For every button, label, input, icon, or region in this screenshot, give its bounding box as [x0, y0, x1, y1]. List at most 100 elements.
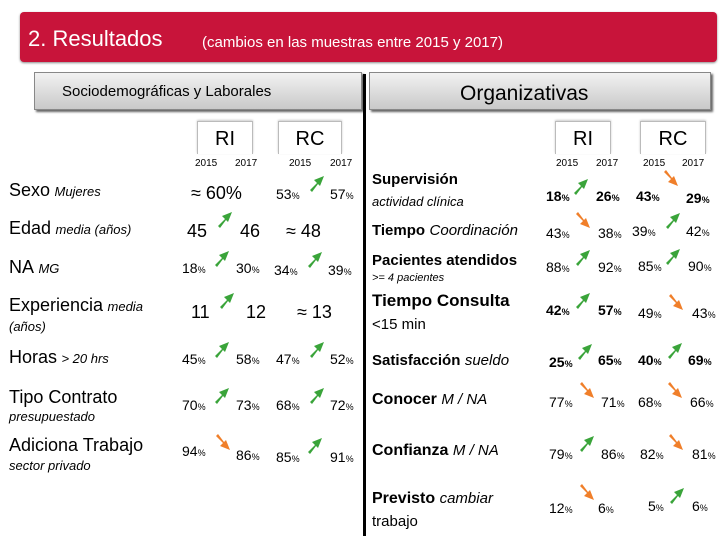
row-label-adiciona-trabajo: Adiciona Trabajo — [9, 435, 144, 455]
value-ri-2015: 18% — [182, 260, 206, 276]
arrow-up-icon — [310, 388, 324, 404]
value-rc-2015: 49% — [638, 305, 662, 321]
arrow-up-icon — [668, 343, 682, 359]
value-ri-2017: 38% — [598, 225, 622, 241]
value-rc: ≈ 48 — [286, 221, 321, 241]
row-sublabel-presupuestado: presupuestado — [9, 409, 96, 424]
value-ri-2017: 57% — [598, 302, 622, 318]
row-sublabel-anos: (años) — [9, 319, 46, 334]
row-label-pacientes-atendidos: Pacientes atendidos — [372, 252, 518, 269]
section-header-right — [369, 72, 711, 110]
arrow-up-icon — [308, 252, 322, 268]
year-label: 2017 — [330, 158, 353, 169]
arrow-down-icon — [668, 382, 682, 398]
year-label: 2017 — [682, 158, 705, 169]
value-ri-2015: 12% — [549, 500, 573, 516]
arrow-down-icon — [669, 434, 683, 450]
value-rc-2015: 68% — [276, 397, 300, 413]
arrow-up-icon — [310, 342, 324, 358]
value-rc-2015: 34% — [274, 262, 298, 278]
value-ri-2017: 71% — [601, 394, 625, 410]
arrow-down-icon — [669, 294, 683, 310]
year-label: 2015 — [643, 158, 666, 169]
value-ri-2017: 46 — [240, 221, 261, 241]
section-title-organizativas: Organizativas — [460, 82, 589, 105]
value-ri: ≈ 60% — [191, 183, 242, 203]
value-ri-2015: 11 — [191, 302, 210, 322]
arrow-down-icon — [216, 434, 230, 450]
year-label: 2015 — [556, 158, 579, 169]
arrow-up-icon — [308, 438, 322, 454]
arrow-up-icon — [574, 179, 588, 195]
arrow-up-icon — [215, 388, 229, 404]
row-label-na: NA MG — [9, 257, 60, 277]
arrow-up-icon — [220, 293, 234, 309]
value-ri-2017: 65% — [598, 352, 622, 368]
value-ri-2015: 70% — [182, 397, 206, 413]
row-label-confianza: Confianza M / NA — [372, 442, 499, 459]
value-ri-2015: 94% — [182, 443, 206, 459]
value-ri-2017: 58% — [236, 351, 260, 367]
value-rc-2017: 66% — [690, 394, 714, 410]
section-header-left — [34, 72, 362, 110]
row-label-edad: Edad media (años) — [9, 218, 132, 238]
value-ri-2017: 86% — [601, 446, 625, 462]
value-rc-2017: 43% — [692, 305, 716, 321]
row-label-tipo-contrato: Tipo Contrato — [9, 387, 118, 407]
arrow-up-icon — [218, 212, 232, 228]
arrow-up-icon — [578, 344, 592, 360]
value-ri-2015: 42% — [546, 302, 570, 318]
value-ri-2015: 88% — [546, 259, 570, 275]
arrow-up-icon — [215, 342, 229, 358]
row-sublabel-pacientes: >= 4 pacientes — [372, 272, 445, 284]
arrow-up-icon — [215, 251, 229, 267]
value-ri-2017: 86% — [236, 447, 260, 463]
year-label: 2015 — [289, 158, 312, 169]
value-ri-2017: 30% — [236, 260, 260, 276]
group-tab-ri-right: RI — [555, 121, 611, 154]
group-tab-rc-right: RC — [640, 121, 706, 154]
value-rc-2017: 52% — [330, 351, 354, 367]
arrow-down-icon — [580, 382, 594, 398]
row-label-tiempo-consulta: Tiempo Consulta — [372, 291, 510, 310]
value-rc-2017: 42% — [686, 223, 710, 239]
row-sublabel-trabajo: trabajo — [372, 513, 418, 530]
row-label-tiempo-coordinacion: Tiempo Coordinación — [372, 222, 518, 239]
value-ri-2017: 73% — [236, 397, 260, 413]
page-title: 2. Resultados — [28, 26, 163, 51]
value-ri-2015: 45% — [182, 351, 206, 367]
row-sublabel-actividad-clinica: actividad clínica — [372, 194, 464, 209]
row-label-experiencia: Experiencia media — [9, 295, 143, 315]
value-rc-2015: 53% — [276, 186, 300, 202]
year-label: 2015 — [195, 158, 218, 169]
arrow-down-icon — [664, 170, 678, 186]
value-ri-2015: 45 — [187, 221, 208, 241]
arrow-up-icon — [580, 436, 594, 452]
arrow-up-icon — [670, 488, 684, 504]
value-rc-2017: 72% — [330, 397, 354, 413]
row-sublabel-sector-privado: sector privado — [9, 458, 91, 473]
value-ri-2015: 77% — [549, 394, 573, 410]
year-label: 2017 — [596, 158, 619, 169]
row-label-conocer: Conocer M / NA — [372, 391, 488, 408]
group-tab-ri-left: RI — [197, 121, 253, 154]
row-label-previsto: Previsto cambiar — [372, 490, 493, 507]
value-rc-2015: 39% — [632, 223, 656, 239]
value-ri-2017: 26% — [596, 188, 620, 204]
value-ri-2017: 6% — [598, 500, 614, 516]
arrow-up-icon — [310, 176, 324, 192]
value-rc-2017: 81% — [692, 446, 716, 462]
value-ri-2015: 43% — [546, 225, 570, 241]
value-rc-2017: 57% — [330, 186, 354, 202]
value-rc-2015: 85% — [638, 258, 662, 274]
value-rc-2015: 82% — [640, 446, 664, 462]
arrow-up-icon — [666, 213, 680, 229]
value-rc-2017: 91% — [330, 449, 354, 465]
value-rc-2015: 5% — [648, 498, 664, 514]
row-label-supervision: Supervisión — [372, 171, 458, 188]
value-rc-2015: 85% — [276, 449, 300, 465]
value-ri-2017: 12 — [246, 302, 267, 322]
title-bar — [20, 12, 717, 62]
value-rc-2017: 90% — [688, 258, 712, 274]
value-rc-2015: 68% — [638, 394, 662, 410]
